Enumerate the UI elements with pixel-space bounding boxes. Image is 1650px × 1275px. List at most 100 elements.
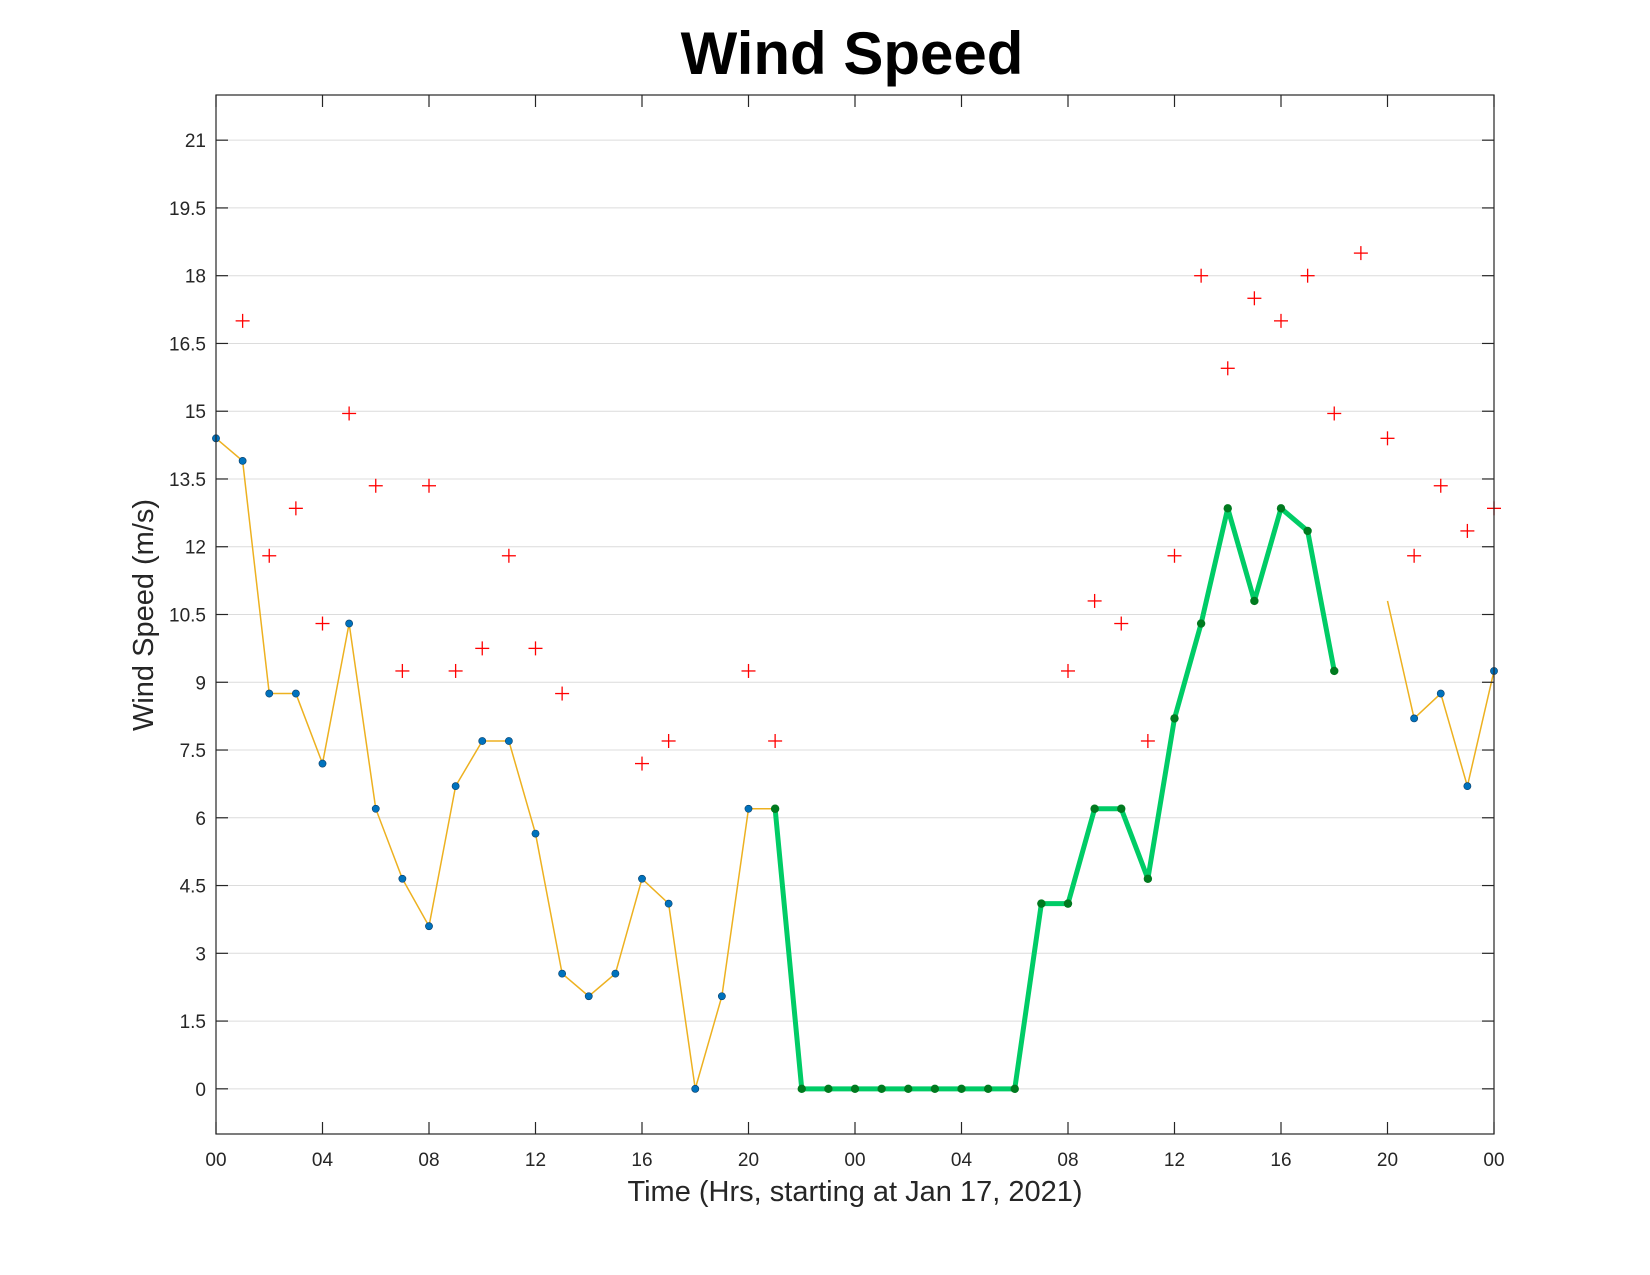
speed-point — [425, 922, 433, 931]
y-tick-label: 15 — [185, 402, 206, 423]
speed-point — [291, 689, 300, 698]
gust-marker — [1167, 548, 1182, 563]
x-tick-label: 12 — [1164, 1150, 1185, 1171]
x-tick-label: 04 — [951, 1150, 973, 1171]
highlight-point — [1303, 526, 1312, 536]
y-tick-label: 10.5 — [169, 606, 206, 627]
highlight-point — [957, 1084, 966, 1094]
y-tick-label: 18 — [185, 267, 206, 288]
speed-point — [638, 874, 646, 883]
y-tick-label: 12 — [185, 538, 206, 559]
y-tick-label: 19.5 — [169, 199, 206, 220]
data-series — [212, 246, 1501, 1094]
speed-point — [1463, 782, 1472, 791]
speed-point — [318, 759, 327, 768]
x-tick-label: 00 — [844, 1150, 865, 1171]
highlight-point — [770, 804, 780, 813]
y-tick-label: 0 — [195, 1080, 206, 1101]
gust-marker — [1061, 663, 1075, 678]
x-tick-label: 04 — [312, 1150, 334, 1171]
speed-point — [238, 457, 247, 465]
gust-marker — [395, 663, 410, 678]
x-axis-label: Time (Hrs, starting at Jan 17, 2021) — [627, 1176, 1082, 1208]
highlight-line — [772, 505, 1337, 1092]
speed-point — [691, 1084, 700, 1093]
x-tick-label: 20 — [1377, 1150, 1398, 1171]
gust-marker — [1300, 268, 1315, 283]
highlight-point — [850, 1084, 860, 1094]
gust-marker — [1087, 593, 1102, 608]
highlight-point — [877, 1084, 886, 1094]
gust-marker — [1433, 478, 1448, 493]
highlight-point — [1330, 666, 1339, 676]
gust-marker — [528, 641, 543, 656]
highlight-point — [1090, 804, 1099, 813]
gust-marker — [1380, 431, 1395, 446]
speed-point — [265, 689, 274, 698]
highlight-point — [1010, 1084, 1019, 1094]
gust-marker — [262, 548, 277, 563]
x-tick-label: 16 — [631, 1150, 652, 1171]
gust-marker — [288, 501, 303, 516]
speed-point — [1410, 714, 1419, 723]
gust-marker — [342, 406, 357, 421]
speed-line-segment — [215, 437, 776, 1090]
gust-marker — [501, 548, 516, 563]
gust-marker — [1194, 268, 1209, 283]
gust-marker — [315, 616, 330, 631]
highlight-point — [824, 1084, 833, 1094]
x-tick-label: 08 — [1057, 1150, 1078, 1171]
speed-point — [584, 992, 593, 1001]
gust-marker — [741, 663, 756, 678]
gust-marker — [661, 733, 676, 748]
gust-marker — [1274, 313, 1288, 328]
gridlines — [216, 139, 1494, 1090]
speed-point — [371, 804, 380, 813]
gust-marker — [1460, 523, 1475, 538]
y-tick-label: 6 — [195, 809, 206, 830]
gust-marker — [635, 756, 649, 771]
gust-marker — [448, 663, 463, 678]
x-tick-label: 12 — [525, 1150, 546, 1171]
gust-marker — [1114, 616, 1129, 631]
gust-marker — [555, 686, 570, 701]
speed-point — [451, 782, 460, 791]
y-tick-label: 7.5 — [180, 741, 206, 762]
y-tick-label: 21 — [185, 131, 206, 152]
gust-marker — [1353, 246, 1368, 261]
y-tick-label: 16.5 — [169, 334, 206, 355]
y-axis-label: Wind Speed (m/s) — [128, 499, 160, 731]
highlight-point — [1117, 804, 1126, 813]
gust-marker — [768, 733, 783, 748]
speed-point — [664, 899, 673, 908]
highlight-point — [904, 1084, 913, 1094]
y-tick-label: 1.5 — [180, 1012, 206, 1033]
x-tick-label: 08 — [418, 1150, 439, 1171]
highlight-point — [1143, 874, 1153, 883]
y-tick-label: 9 — [195, 673, 206, 694]
highlight-point — [1250, 596, 1259, 606]
x-tick-label: 00 — [205, 1150, 226, 1171]
gust-marker — [475, 641, 490, 656]
speed-point — [504, 737, 513, 745]
speed-point — [398, 874, 407, 883]
x-tick-label: 00 — [1483, 1150, 1504, 1171]
speed-point — [1436, 689, 1445, 698]
highlight-point — [1037, 899, 1046, 908]
x-tick-label: 16 — [1270, 1150, 1291, 1171]
highlight-point — [983, 1084, 993, 1094]
highlight-point — [797, 1084, 806, 1094]
gust-marker — [422, 478, 436, 493]
chart-title: Wind Speed — [681, 20, 1024, 87]
highlight-point — [1063, 899, 1073, 908]
y-tick-label: 13.5 — [169, 470, 206, 491]
speed-point — [345, 619, 354, 628]
highlight-point — [930, 1084, 940, 1094]
highlight-point — [1223, 504, 1232, 513]
speed-point — [611, 969, 620, 978]
gust-marker — [235, 313, 250, 328]
gust-marker — [1140, 733, 1155, 748]
speed-point — [531, 829, 540, 838]
speed-point — [478, 737, 487, 745]
